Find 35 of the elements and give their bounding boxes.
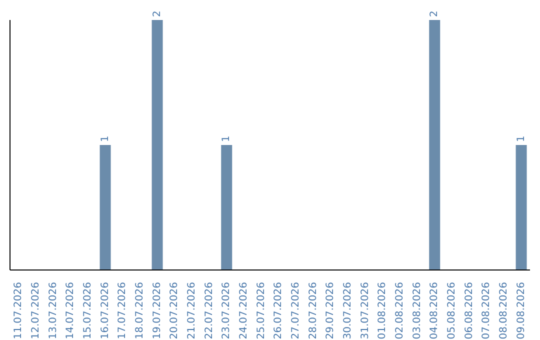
x-tick-label: 11.07.2026 (13, 282, 24, 340)
x-tick-label: 19.07.2026 (152, 282, 163, 340)
data-label: 1 (100, 136, 111, 142)
x-tick-label: 24.07.2026 (238, 282, 250, 340)
data-label: 2 (429, 10, 440, 17)
x-tick-label: 17.07.2026 (117, 282, 128, 340)
x-tick-label: 29.07.2026 (325, 282, 336, 340)
x-tick-label: 01.08.2026 (377, 282, 388, 340)
x-tick-label: 31.07.2026 (360, 282, 371, 340)
x-tick-label: 08.08.2026 (498, 282, 510, 340)
x-tick-label: 12.07.2026 (30, 282, 42, 340)
x-tick-label: 21.07.2026 (186, 282, 198, 340)
x-tick-label: 25.07.2026 (256, 282, 267, 340)
x-tick-label: 09.08.2026 (516, 282, 527, 340)
data-label: 2 (152, 10, 163, 17)
x-tick-label: 02.08.2026 (394, 282, 406, 340)
x-tick-label: 06.08.2026 (464, 282, 475, 340)
x-tick-label: 26.07.2026 (273, 282, 284, 340)
x-tick-label: 16.07.2026 (100, 282, 111, 340)
x-tick-label: 27.07.2026 (290, 282, 302, 340)
x-tick-label: 22.07.2026 (204, 282, 215, 340)
x-tick-label: 14.07.2026 (65, 282, 76, 340)
x-tick-label: 15.07.2026 (82, 282, 94, 340)
x-tick-label: 05.08.2026 (446, 282, 458, 340)
data-label: 1 (221, 136, 232, 142)
x-tick-label: 07.08.2026 (481, 282, 492, 340)
x-tick-label: 30.07.2026 (342, 282, 354, 340)
data-label: 1 (516, 136, 527, 142)
x-tick-label: 04.08.2026 (429, 282, 440, 340)
x-tick-label: 23.07.2026 (221, 282, 232, 340)
x-tick-label: 03.08.2026 (412, 282, 423, 340)
x-tick-label: 28.07.2026 (308, 282, 319, 340)
x-tick-label: 18.07.2026 (134, 282, 146, 340)
x-tick-label: 20.07.2026 (169, 282, 180, 340)
x-tick-label: 13.07.2026 (48, 282, 59, 340)
